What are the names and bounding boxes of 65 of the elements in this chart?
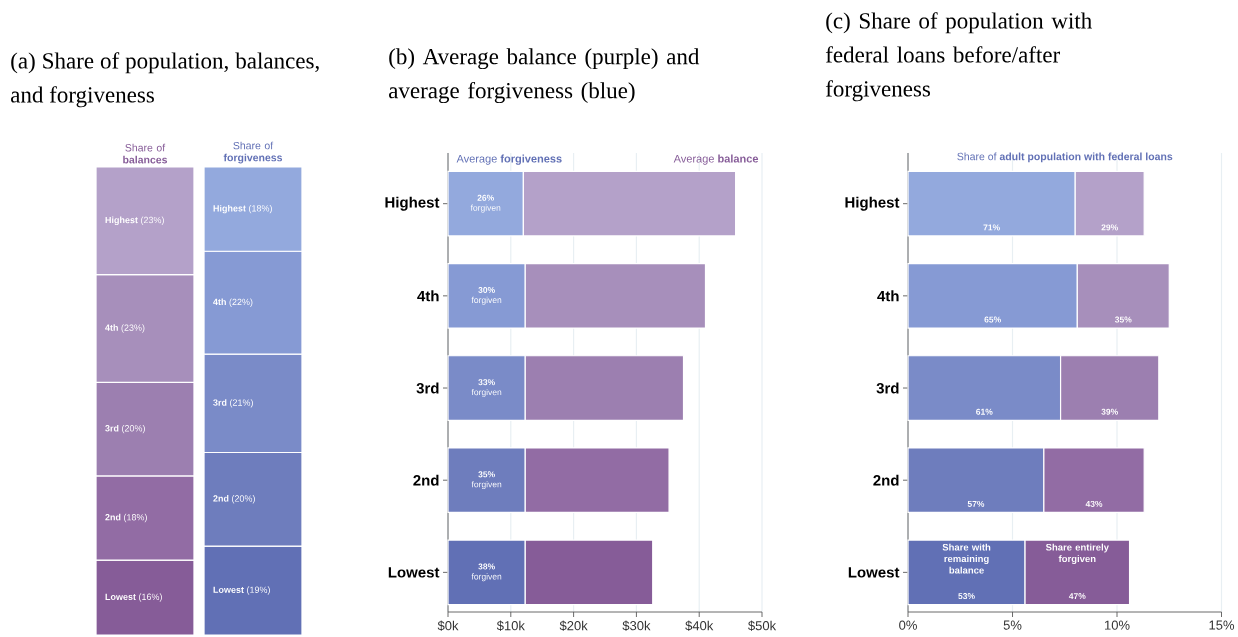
text: 3rd [213, 399, 227, 406]
chart-title: (a) Share of population, balances, and forgiveness [11, 52, 319, 108]
annotation: 29% [1101, 224, 1118, 231]
annotation: Share of adult population with federal loans [957, 152, 1173, 163]
chart-title: (b) Average balance (purple) and average forgiveness (blue) [389, 48, 700, 104]
data-label: (22%) [229, 298, 253, 307]
x-tick-label: $20k [559, 620, 588, 632]
annotation: 71% [983, 224, 1000, 231]
annotation: 33% forgiven [471, 379, 502, 397]
y-tick-label: Lowest [388, 567, 440, 578]
y-tick-label: Highest [845, 196, 900, 211]
y-tick-label: 2nd [873, 474, 899, 486]
annotation: 57% [967, 500, 985, 507]
y-tick-label: 4th [417, 290, 439, 302]
data-label: (18%) [124, 513, 147, 523]
data-label: (16%) [139, 593, 162, 602]
series-label: Lowest [105, 593, 136, 600]
series-label: 4th [105, 324, 118, 331]
x-tick-label: $30k [622, 620, 651, 632]
x-tick-label: 0% [899, 620, 917, 630]
annotation: 43% [1085, 500, 1103, 507]
x-tick-label: $10k [496, 620, 525, 632]
annotation: 61% [976, 408, 993, 415]
annotation: 35% forgiven [471, 471, 502, 490]
data-label: (20%) [232, 495, 255, 504]
annotation: 35% [1114, 316, 1132, 323]
annotation: 65% [984, 316, 1001, 323]
y-tick-label: 3rd [876, 382, 899, 394]
series-label: Highest [105, 216, 138, 226]
annotation: 47% [1068, 593, 1086, 600]
x-tick-label: Share of forgiveness [223, 141, 283, 164]
text: 4th [213, 298, 226, 306]
annotation: 53% [958, 593, 975, 600]
x-tick-label: $50k [748, 620, 777, 632]
x-tick-label: 10% [1104, 620, 1130, 630]
series-label: Share with remaining balance [942, 543, 991, 574]
text: 2nd [213, 495, 229, 502]
chart-title: (c) Share of population with federal loans before/after forgiveness [825, 12, 1092, 102]
data-label: (23%) [121, 324, 145, 333]
y-tick-label: 3rd [416, 382, 439, 394]
annotation: 30% forgiven [471, 287, 502, 305]
annotation: 38% forgiven [471, 563, 502, 582]
text: Highest [213, 204, 246, 214]
annotation: 26% forgiven [470, 194, 501, 213]
y-tick-label: Highest [385, 196, 440, 211]
x-tick-label: $40k [685, 620, 714, 632]
x-tick-label: 5% [1003, 620, 1022, 630]
data-label: (20%) [122, 424, 145, 434]
series-label: 3rd [105, 424, 119, 432]
data-label: (21%) [230, 399, 253, 408]
series-label: Average forgiveness [456, 154, 562, 165]
data-label: (18%) [249, 204, 272, 214]
data-label: (19%) [247, 586, 270, 595]
x-tick-label: 15% [1209, 620, 1235, 630]
y-tick-label: 2nd [413, 474, 439, 486]
y-tick-label: Lowest [848, 567, 900, 578]
series-label: Share entirely forgiven [1045, 543, 1109, 565]
series-label: Average balance [673, 154, 759, 165]
text: Lowest [213, 586, 244, 593]
y-tick-label: 4th [877, 290, 899, 302]
data-label: (23%) [141, 216, 164, 225]
x-tick-label: $0k [437, 620, 459, 632]
series-label: 2nd [105, 513, 121, 521]
annotation: 39% [1101, 408, 1118, 415]
x-tick-label: Share of balances [123, 143, 168, 164]
